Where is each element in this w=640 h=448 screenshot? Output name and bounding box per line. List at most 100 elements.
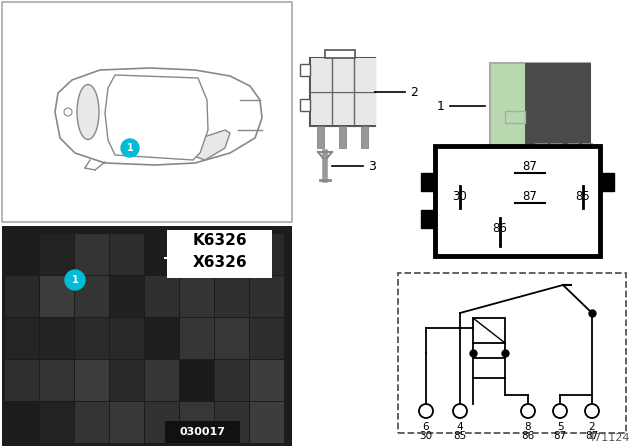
Bar [75,276,109,317]
Bar [250,402,284,443]
Bar [5,318,39,359]
Bar [215,360,249,401]
Bar [355,58,376,91]
Bar [75,234,109,275]
Circle shape [553,404,567,418]
Text: X6326: X6326 [193,254,247,270]
Text: 86: 86 [522,431,534,441]
Bar [250,234,284,275]
Bar [215,318,249,359]
Text: 8: 8 [525,422,531,432]
Bar [40,318,74,359]
Bar [145,318,179,359]
Bar [317,126,324,148]
Bar [361,126,368,148]
Text: 471124: 471124 [588,433,630,443]
Bar [311,92,332,125]
Bar [167,230,272,278]
Bar [75,402,109,443]
Text: K6326: K6326 [193,233,247,247]
Text: 1: 1 [127,143,133,153]
Text: 5: 5 [557,422,563,432]
Text: 1: 1 [72,275,78,285]
Bar [250,276,284,317]
Bar [435,146,600,256]
Bar [339,126,346,148]
Bar [5,276,39,317]
Bar [473,358,505,378]
Text: 1: 1 [437,99,445,112]
Circle shape [521,404,535,418]
Bar [180,276,214,317]
Bar [250,360,284,401]
Text: 85: 85 [453,431,467,441]
Circle shape [419,404,433,418]
Text: 85: 85 [575,190,590,202]
Bar [180,402,214,443]
Bar [473,318,505,343]
Bar [333,92,354,125]
Bar [5,402,39,443]
Bar [110,234,144,275]
Bar [300,64,310,76]
Bar [2,226,292,446]
Bar [5,234,39,275]
Bar [145,234,179,275]
Text: 4: 4 [457,422,463,432]
Circle shape [585,404,599,418]
Text: 2: 2 [589,422,595,432]
Bar [145,360,179,401]
Bar [295,2,638,222]
Bar [398,273,626,433]
Bar [5,360,39,401]
Bar [40,360,74,401]
Bar [145,276,179,317]
Circle shape [453,404,467,418]
Bar [110,276,144,317]
Bar [40,276,74,317]
Bar [110,360,144,401]
Bar [421,210,435,228]
Bar [525,63,590,148]
Bar [40,402,74,443]
Text: 87: 87 [523,190,538,202]
Bar [215,276,249,317]
Text: 2: 2 [410,86,418,99]
Polygon shape [55,68,262,165]
Bar [165,421,240,443]
Circle shape [64,108,72,116]
Text: 86: 86 [493,221,508,234]
Bar [250,318,284,359]
Ellipse shape [77,85,99,139]
Bar [215,234,249,275]
Bar [180,318,214,359]
Bar [550,143,562,151]
Text: 030017: 030017 [179,427,225,437]
FancyBboxPatch shape [490,63,590,148]
Bar [180,360,214,401]
Bar [505,111,525,123]
Text: 6: 6 [422,422,429,432]
Bar [180,234,214,275]
Bar [75,318,109,359]
Text: 30: 30 [419,431,433,441]
Circle shape [65,270,85,290]
Bar [535,143,547,151]
Bar [300,99,310,111]
Bar [310,58,375,126]
Bar [333,58,354,91]
Bar [325,50,355,58]
Polygon shape [105,75,208,160]
Bar [582,143,592,151]
Text: 87: 87 [586,431,598,441]
Bar [75,360,109,401]
Bar [110,402,144,443]
Text: 87: 87 [554,431,566,441]
Text: 3: 3 [368,159,376,172]
Bar [145,402,179,443]
Bar [40,234,74,275]
Bar [600,173,614,191]
Bar [355,92,376,125]
Bar [215,402,249,443]
Bar [110,318,144,359]
